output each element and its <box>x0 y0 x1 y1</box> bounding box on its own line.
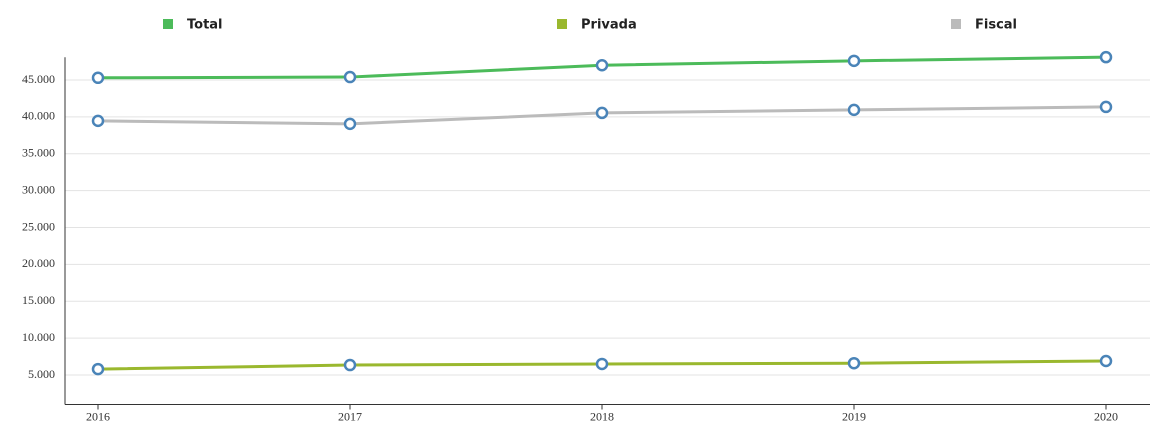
point-marker <box>847 103 861 117</box>
point-marker <box>343 70 357 84</box>
y-tick-label: 35.000 <box>22 146 55 160</box>
y-tick-label: 25.000 <box>22 219 55 233</box>
point-marker <box>343 117 357 131</box>
point-marker <box>595 357 609 371</box>
point-marker <box>1099 100 1113 114</box>
y-tick-label: 20.000 <box>22 256 55 270</box>
legend-swatch <box>557 19 567 29</box>
point-marker <box>1099 50 1113 64</box>
x-tick-label: 2017 <box>338 409 362 423</box>
legend-label: Fiscal <box>975 18 1017 33</box>
x-tick-label: 2019 <box>842 409 866 423</box>
legend-swatch <box>163 19 173 29</box>
y-tick-label: 40.000 <box>22 109 55 123</box>
y-tick-label: 10.000 <box>22 330 55 344</box>
point-marker <box>1099 354 1113 368</box>
x-tick-label: 2016 <box>86 409 110 423</box>
x-tick-label: 2018 <box>590 409 614 423</box>
legend-label: Privada <box>581 18 637 33</box>
point-marker <box>847 356 861 370</box>
x-tick-label: 2020 <box>1094 409 1118 423</box>
legend-swatch <box>951 19 961 29</box>
legend-label: Total <box>187 18 223 33</box>
point-marker <box>91 71 105 85</box>
y-tick-label: 45.000 <box>22 72 55 86</box>
point-marker <box>847 54 861 68</box>
point-marker <box>595 59 609 72</box>
point-marker <box>91 114 105 128</box>
point-marker <box>595 106 609 120</box>
point-marker <box>343 358 357 372</box>
point-marker <box>91 362 105 376</box>
y-tick-label: 5.000 <box>28 367 55 381</box>
y-tick-label: 30.000 <box>22 182 55 196</box>
y-tick-label: 15.000 <box>22 293 55 307</box>
